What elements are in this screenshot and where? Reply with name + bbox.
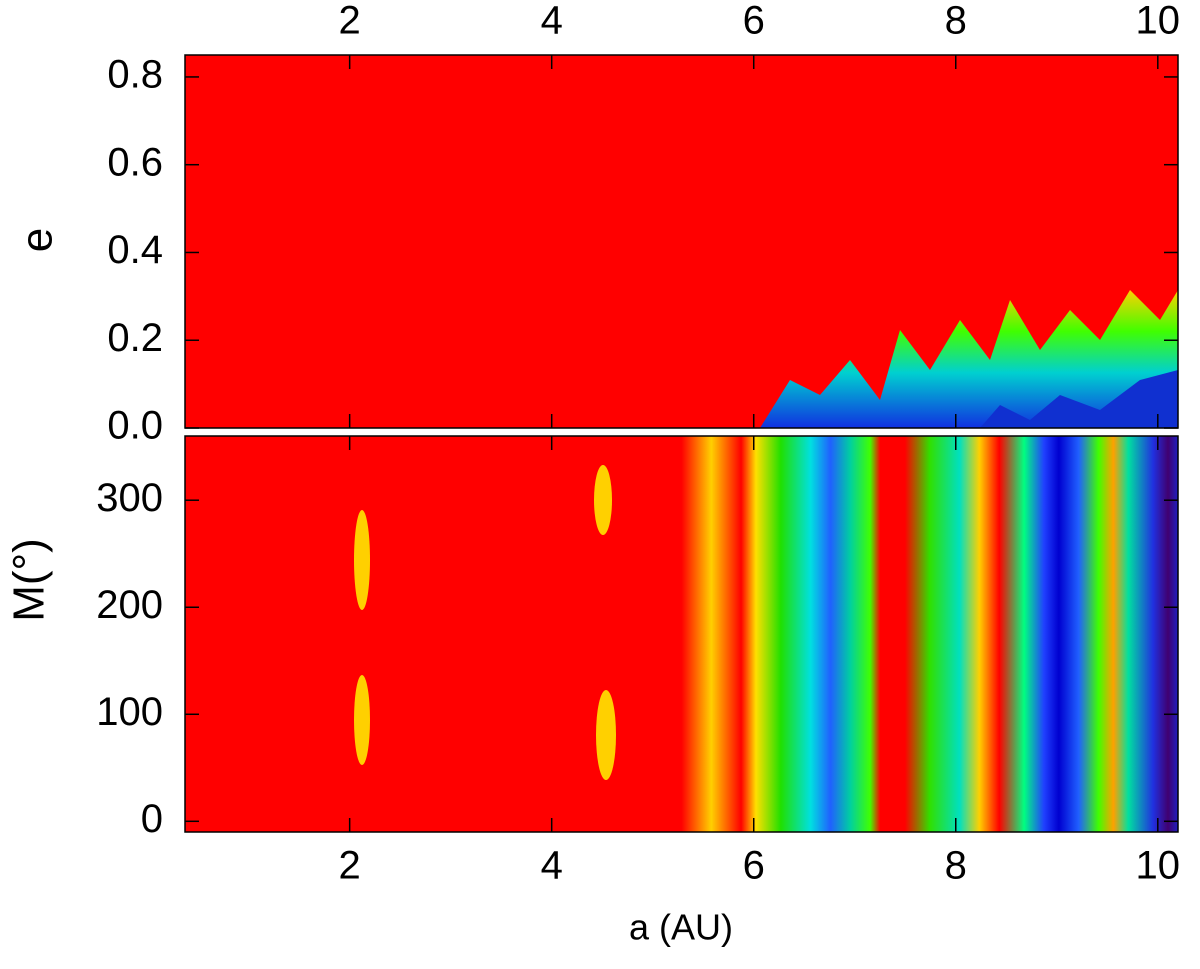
island — [354, 510, 370, 610]
y-axis-label: M(°) — [5, 538, 54, 622]
y-tick-label: 0.4 — [107, 228, 163, 272]
y-tick-label: 300 — [96, 476, 163, 520]
x-tick-label: 4 — [541, 0, 563, 43]
island — [354, 675, 370, 765]
y-tick-label: 0.0 — [107, 404, 163, 448]
y-tick-label: 0 — [141, 797, 163, 841]
top-fringe-deep — [980, 370, 1178, 428]
x-tick-label: 2 — [339, 844, 361, 888]
y-tick-label: 200 — [96, 583, 163, 627]
x-tick-label: 6 — [743, 0, 765, 43]
island — [594, 465, 612, 535]
y-tick-label: 0.2 — [107, 316, 163, 360]
x-tick-label: 2 — [339, 0, 361, 43]
x-tick-label: 8 — [945, 844, 967, 888]
y-tick-label: 100 — [96, 690, 163, 734]
x-tick-label: 8 — [945, 0, 967, 43]
plot-frame — [184, 54, 1179, 429]
x-tick-label: 6 — [743, 844, 765, 888]
x-tick-label: 10 — [1136, 0, 1181, 43]
top-fringe — [760, 290, 1178, 428]
bottom-field — [185, 436, 1178, 832]
island — [596, 690, 616, 780]
y-tick-label: 0.6 — [107, 140, 163, 184]
x-tick-label: 4 — [541, 844, 563, 888]
x-axis-label: a (AU) — [629, 907, 733, 948]
y-tick-label: 0.8 — [107, 53, 163, 97]
y-axis-label: e — [13, 228, 62, 252]
plot-frame — [184, 435, 1179, 833]
x-tick-label: 10 — [1136, 844, 1181, 888]
